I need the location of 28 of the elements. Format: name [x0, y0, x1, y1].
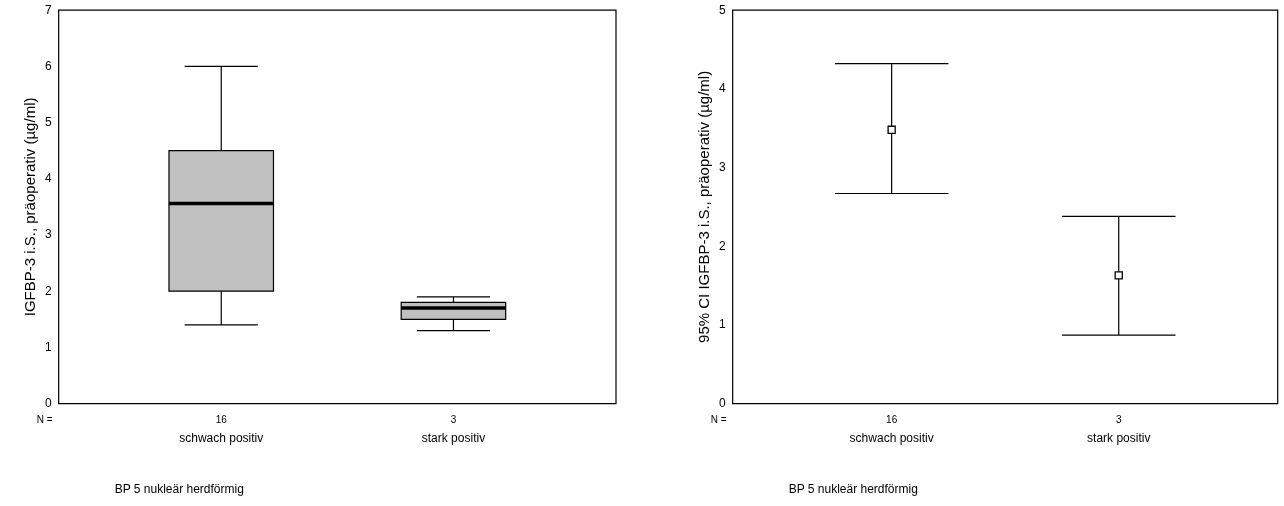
y-tick-label: 0 [718, 395, 726, 410]
y-axis-title: 95% CI IGFBP-3 i.S., präoperativ (µg/ml) [695, 70, 713, 343]
y-tick-label: 7 [44, 2, 52, 17]
text: 16 [215, 414, 228, 426]
text: 16 [886, 414, 898, 426]
x-axis-title: BP 5 nukleär herdförmig [788, 482, 918, 497]
x-tick-label: schwach positiv [179, 431, 264, 446]
y-tick-label: 2 [718, 238, 726, 253]
y-tick-label: 4 [718, 81, 726, 96]
y-tick-label: 2 [44, 283, 52, 298]
y-axis-title: IGFBP-3 i.S., präoperativ (µg/ml) [21, 97, 39, 317]
y-tick-label: 4 [44, 171, 52, 186]
y-tick-label: 0 [44, 395, 52, 410]
text: N = [710, 414, 727, 426]
y-tick-label: 6 [44, 58, 52, 73]
text: 3 [1115, 414, 1122, 426]
y-tick-label: 1 [44, 339, 52, 354]
x-tick-label: stark positiv [1087, 431, 1151, 446]
x-axis-title: BP 5 nukleär herdförmig [114, 482, 244, 497]
y-tick-label: 3 [44, 227, 52, 242]
text: 3 [450, 414, 457, 426]
x-tick-label: stark positiv [421, 431, 486, 446]
y-tick-label: 5 [718, 2, 726, 17]
text: N = [36, 414, 53, 426]
y-tick-label: 3 [718, 159, 726, 174]
x-tick-label: schwach positiv [849, 431, 934, 446]
y-tick-label: 5 [44, 114, 52, 129]
y-tick-label: 1 [718, 317, 726, 332]
